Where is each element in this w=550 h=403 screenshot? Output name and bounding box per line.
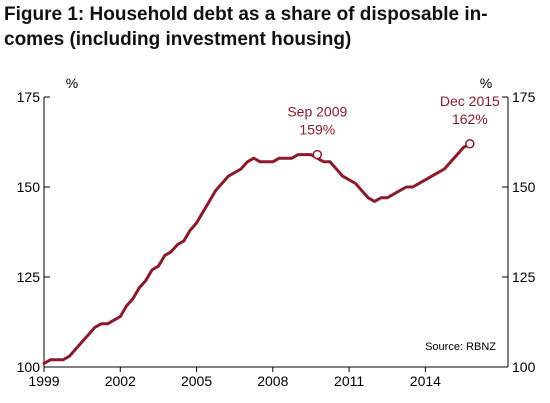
y-axis-right-unit: % [480,75,492,91]
chart-annotations: Sep 2009 159% Dec 2015 162% Source: RBNZ [287,93,500,353]
x-tick-label: 2014 [410,373,441,389]
x-tick-label: 1999 [28,373,59,389]
chart-ticks: 100 100 125 125 150 150 175 175 1999 2002 2005 2008… [17,89,536,389]
x-tick-label: 2002 [105,373,136,389]
y-tick-label-left: 150 [17,179,41,195]
chart-title-line-1: Figure 1: Household debt as a share of d… [4,4,488,25]
x-tick-label: 2008 [257,373,288,389]
chart-axes: %% [43,75,509,368]
x-tick-label: 2005 [181,373,212,389]
series-line [42,142,472,365]
y-tick-label-left: 100 [17,359,41,375]
annotation-marker [312,149,323,160]
source-note: Source: RBNZ [425,341,496,353]
y-tick-label-right: 125 [512,269,536,285]
chart-title-line-2: comes (including investment housing) [4,29,352,50]
annotation-date: Sep 2009 [287,104,347,120]
annotation-marker [465,139,475,149]
y-tick-label-left: 175 [17,89,41,105]
annotation-date: Dec 2015 [440,93,500,109]
annotation-value: 162% [452,111,488,127]
chart-series [42,142,472,365]
annotation-value: 159% [299,122,335,138]
y-tick-label-right: 100 [512,359,536,375]
y-tick-label-right: 175 [512,89,536,105]
y-axis-left-unit: % [66,75,78,91]
chart-title: Figure 1: Household debt as a share of d… [4,2,544,52]
y-tick-label-left: 125 [17,269,41,285]
y-tick-label-right: 150 [512,179,536,195]
x-tick-label: 2011 [334,373,364,389]
